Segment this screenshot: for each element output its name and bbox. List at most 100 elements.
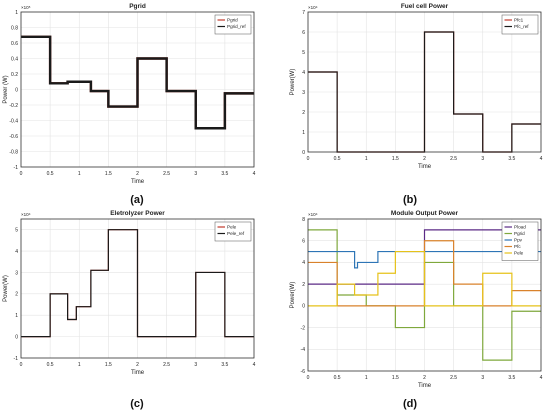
y-axis-label: Power(W) [290,282,296,309]
x-tick-label: 0 [307,156,310,162]
chart-title: Pgrid [129,3,146,10]
y-axis-label: Power(W) [290,69,296,96]
panel-label: (b) [403,194,417,206]
chart-title: Eletrolyzer Power [110,210,165,217]
y-tick-label: -1 [14,356,19,362]
y-tick-label: 1 [15,313,18,319]
x-tick-label: 4 [253,171,256,177]
series-Pele-line [308,250,541,307]
chart-2: 0 0.5 1 1.5 2 2.5 3 3.5 4 0 1 2 3 4 5 6 7×10⁴ Fuel cell P… [290,3,543,206]
y-exponent-label: ×10⁴ [308,5,318,10]
x-tick-label: 0.5 [334,156,341,162]
chart-title: Fuel cell Power [401,3,449,10]
y-tick-label: -0.2 [9,103,18,109]
legend-entry: Ppv [514,238,523,243]
y-tick-label: 2 [302,110,305,116]
x-tick-label: 2 [136,362,139,368]
x-tick-label: 4 [540,156,543,162]
x-tick-label: 4 [253,362,256,368]
legend-entry: Pfc_ref [514,24,529,29]
y-tick-label: 1 [15,10,18,16]
y-exponent-label: ×10⁵ [21,5,31,10]
x-axis-label: Time [131,370,145,376]
y-tick-label: -0.4 [9,118,18,124]
x-tick-label: 2 [136,171,139,177]
y-tick-label: 2 [302,282,305,288]
panel-label: (a) [130,194,144,206]
y-tick-label: 1 [302,130,305,136]
x-tick-label: 3 [194,362,197,368]
x-tick-label: 1.5 [392,156,399,162]
x-tick-label: 1 [78,362,81,368]
y-axis-label: Power (W) [3,75,9,103]
x-tick-label: 3.5 [221,171,228,177]
y-axis-label: Power(W) [3,275,9,302]
x-tick-label: 0.5 [334,375,341,381]
y-tick-label: 5 [15,227,18,233]
x-tick-label: 3.5 [221,362,228,368]
y-tick-label: 3 [15,270,18,276]
y-tick-label: 0 [15,334,18,340]
y-tick-label: 0.4 [11,56,18,62]
y-tick-label: 6 [302,30,305,36]
y-tick-label: 0 [302,150,305,156]
x-tick-label: 0 [20,362,23,368]
legend-entry: Pfc [514,244,521,249]
legend-entry: Pgrid [514,231,525,236]
plot-frame [307,11,542,153]
x-tick-label: 1 [78,171,81,177]
x-tick-label: 3.5 [508,375,515,381]
legend-entry: Pele_ref [227,231,245,236]
y-tick-label: 5 [302,50,305,56]
x-tick-label: 0.5 [47,362,54,368]
y-tick-label: -2 [301,325,306,331]
x-tick-label: 2 [423,156,426,162]
x-tick-label: 2.5 [163,362,170,368]
x-tick-label: 0 [307,375,310,381]
plot-frame [20,11,255,168]
y-tick-label: 4 [15,249,18,255]
x-tick-label: 2.5 [450,156,457,162]
series-Pele_ref-line [21,229,254,338]
x-tick-label: 1 [365,156,368,162]
series-Ppv-line [308,250,541,269]
legend-entry: Pgrid [227,18,238,23]
y-tick-label: 0.2 [11,72,18,78]
x-tick-label: 4 [540,375,543,381]
y-tick-label: 2 [15,292,18,298]
x-tick-label: 0.5 [47,171,54,177]
y-tick-label: 4 [302,260,305,266]
y-tick-label: 0 [302,304,305,310]
plot-frame [20,218,255,359]
chart-1: 0 0.5 1 1.5 2 2.5 3 3.5 4 -1 -0.8 -0.6 -0.4 -0.2 0 0.2 0… [3,3,256,206]
legend-entry: Pfc1 [514,18,524,23]
x-tick-label: 2 [423,375,426,381]
y-tick-label: -0.8 [9,149,18,155]
x-tick-label: 1 [365,375,368,381]
x-tick-label: 1.5 [105,171,112,177]
x-axis-label: Time [131,179,145,185]
x-tick-label: 1.5 [392,375,399,381]
x-tick-label: 3 [481,156,484,162]
legend-box [501,221,539,261]
y-tick-label: 7 [302,10,305,16]
plot-frame [307,218,542,372]
y-tick-label: -0.6 [9,134,18,140]
y-exponent-label: ×10⁴ [308,212,318,217]
series-Pfc_ref-line [308,31,541,153]
y-tick-label: -1 [14,165,19,171]
legend-entry: Pele [227,225,237,230]
legend-entry: Pele [514,251,524,256]
x-tick-label: 3 [194,171,197,177]
x-tick-label: 3 [481,375,484,381]
y-tick-label: 0.8 [11,25,18,31]
x-axis-label: Time [418,383,432,389]
y-exponent-label: ×10⁴ [21,212,31,217]
y-tick-label: -4 [301,347,306,353]
y-tick-label: -6 [301,369,306,375]
